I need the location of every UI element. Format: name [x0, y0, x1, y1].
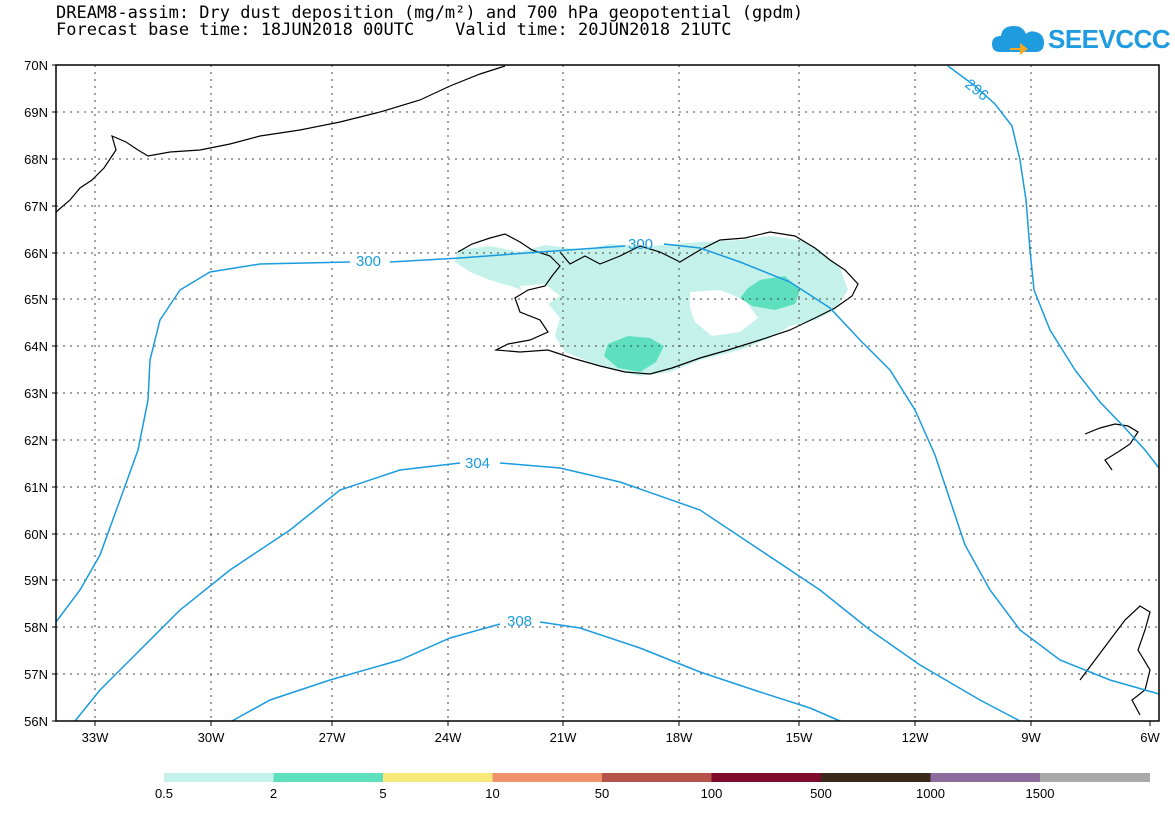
contour-label-308: 308	[507, 613, 532, 630]
legend-swatch	[164, 773, 274, 782]
contour-label-300-west: 300	[356, 253, 381, 270]
lon-label: 30W	[198, 730, 225, 745]
lat-label: 58N	[24, 620, 48, 635]
legend-label: 100	[701, 786, 723, 801]
contour-label-300-east: 300	[628, 236, 653, 253]
lat-label: 69N	[24, 105, 48, 120]
lon-axis: 33W 30W 27W 24W 21W 18W 15W 12W 9W 6W	[82, 721, 1160, 745]
legend-swatch	[711, 773, 822, 782]
dust-area-mid-south	[604, 336, 664, 372]
cloud-icon	[992, 26, 1044, 55]
no-dust-gap	[690, 290, 758, 336]
lat-label: 59N	[24, 573, 48, 588]
lon-label: 6W	[1140, 730, 1160, 745]
lat-label: 67N	[24, 199, 48, 214]
logo-text: SEEVCCC	[1048, 24, 1171, 54]
legend-label: 500	[810, 786, 832, 801]
legend-label: 2	[270, 786, 277, 801]
lat-label: 63N	[24, 386, 48, 401]
lon-label: 21W	[550, 730, 577, 745]
lon-label: 15W	[786, 730, 813, 745]
dust-area-low	[455, 236, 848, 376]
lon-label: 27W	[319, 730, 346, 745]
faroe-coast	[1084, 423, 1139, 471]
lat-label: 70N	[24, 58, 48, 73]
legend-label: 10	[485, 786, 499, 801]
legend-swatch	[1040, 773, 1150, 782]
legend-swatch	[273, 773, 384, 782]
lat-label: 64N	[24, 339, 48, 354]
legend-label: 50	[595, 786, 609, 801]
geopotential-contours	[55, 65, 1160, 722]
lat-label: 62N	[24, 433, 48, 448]
legend-swatch	[492, 773, 603, 782]
scotland-coast	[1079, 605, 1151, 716]
iceland-coast	[457, 231, 859, 375]
contour-300	[55, 243, 1160, 695]
lat-axis: 70N 69N 68N 67N 66N 65N 64N 63N 62N 61N …	[24, 58, 56, 729]
legend-swatch	[930, 773, 1041, 782]
color-legend: 0.5 2 5 10 50 100 500 1000 1500	[155, 773, 1150, 801]
legend-label: 1000	[916, 786, 945, 801]
map-title-line-1: DREAM8-assim: Dry dust deposition (mg/m²…	[56, 3, 804, 23]
legend-swatch	[602, 773, 712, 782]
legend-swatch	[383, 773, 493, 782]
legend-label: 5	[379, 786, 386, 801]
lat-label: 61N	[24, 480, 48, 495]
contour-296	[947, 65, 1160, 469]
contour-304	[74, 462, 1021, 722]
map-area	[56, 65, 1159, 721]
lon-label: 18W	[666, 730, 693, 745]
coastlines	[55, 65, 1151, 716]
legend-label: 1500	[1026, 786, 1055, 801]
dust-area-mid-east	[740, 276, 800, 310]
legend-label: 0.5	[155, 786, 173, 801]
lat-label: 65N	[24, 292, 48, 307]
lon-label: 12W	[902, 730, 929, 745]
lat-label: 60N	[24, 527, 48, 542]
lat-label: 57N	[24, 667, 48, 682]
contour-label-304: 304	[465, 455, 490, 472]
map-title-line-2: Forecast base time: 18JUN2018 00UTC Vali…	[56, 20, 732, 40]
lon-label: 9W	[1021, 730, 1041, 745]
contour-308	[231, 621, 841, 722]
lat-label: 66N	[24, 246, 48, 261]
lon-label: 24W	[435, 730, 462, 745]
legend-swatch	[821, 773, 931, 782]
greenland-coast	[55, 65, 506, 213]
lat-label: 68N	[24, 152, 48, 167]
graticule	[56, 65, 1159, 721]
seevccc-logo: SEEVCCC	[990, 18, 1171, 58]
lon-label: 33W	[82, 730, 109, 745]
lat-label: 56N	[24, 714, 48, 729]
